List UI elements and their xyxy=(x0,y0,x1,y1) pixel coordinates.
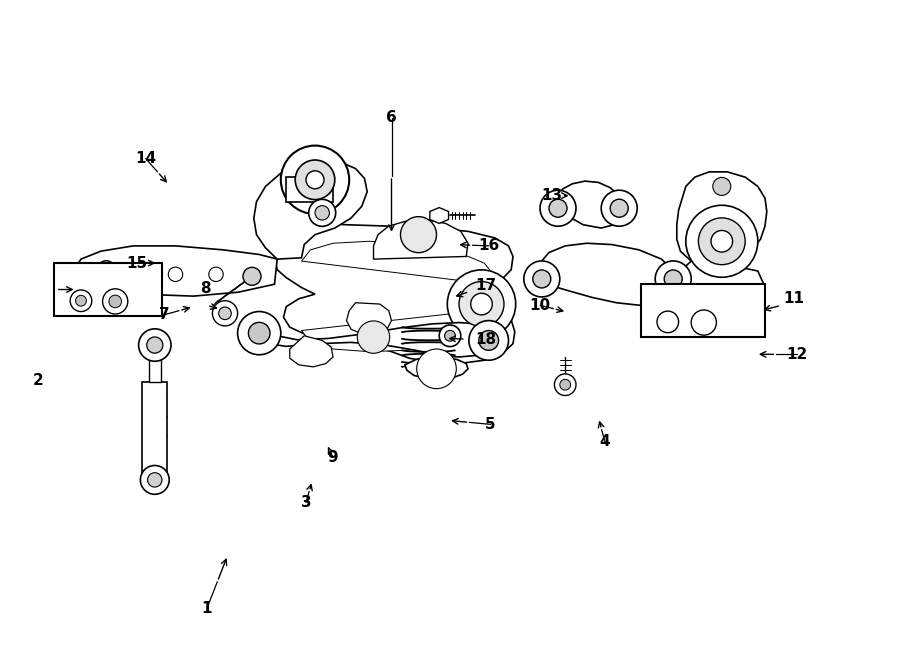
Circle shape xyxy=(306,171,324,189)
Bar xyxy=(148,349,161,382)
Circle shape xyxy=(713,177,731,196)
Circle shape xyxy=(70,290,92,311)
Circle shape xyxy=(664,270,682,288)
Circle shape xyxy=(560,379,571,390)
Text: 18: 18 xyxy=(475,332,497,347)
Circle shape xyxy=(400,217,436,253)
Circle shape xyxy=(445,330,455,341)
Circle shape xyxy=(148,473,162,487)
Polygon shape xyxy=(405,357,468,379)
Circle shape xyxy=(459,282,504,327)
Text: 5: 5 xyxy=(485,417,496,432)
Circle shape xyxy=(657,311,679,332)
Circle shape xyxy=(140,465,169,494)
Circle shape xyxy=(168,267,183,282)
Polygon shape xyxy=(274,223,515,364)
Bar xyxy=(641,284,765,337)
Circle shape xyxy=(243,267,261,286)
Circle shape xyxy=(601,190,637,226)
Polygon shape xyxy=(677,172,767,312)
Text: 8: 8 xyxy=(200,281,211,295)
Circle shape xyxy=(219,307,231,320)
Text: 15: 15 xyxy=(126,256,148,270)
Circle shape xyxy=(357,321,390,354)
Text: 17: 17 xyxy=(475,278,497,293)
Polygon shape xyxy=(254,323,493,357)
Circle shape xyxy=(76,295,86,306)
Bar xyxy=(142,382,167,480)
Circle shape xyxy=(698,218,745,264)
Circle shape xyxy=(238,311,281,355)
Polygon shape xyxy=(302,241,493,284)
Circle shape xyxy=(417,349,456,389)
Circle shape xyxy=(686,206,758,277)
Text: 10: 10 xyxy=(529,298,551,313)
Circle shape xyxy=(713,288,731,307)
Polygon shape xyxy=(74,246,277,296)
Circle shape xyxy=(103,289,128,314)
Circle shape xyxy=(248,323,270,344)
Polygon shape xyxy=(346,303,392,334)
Polygon shape xyxy=(290,336,333,367)
Polygon shape xyxy=(430,208,448,223)
Circle shape xyxy=(132,265,147,280)
Circle shape xyxy=(109,295,122,308)
Circle shape xyxy=(147,337,163,353)
Text: 11: 11 xyxy=(783,292,805,306)
Circle shape xyxy=(97,260,115,279)
Circle shape xyxy=(471,293,492,315)
Circle shape xyxy=(655,261,691,297)
Circle shape xyxy=(212,301,238,326)
Circle shape xyxy=(295,160,335,200)
Bar xyxy=(286,177,333,202)
Text: 3: 3 xyxy=(301,495,311,510)
Circle shape xyxy=(554,374,576,395)
Circle shape xyxy=(711,231,733,252)
Circle shape xyxy=(533,270,551,288)
Text: 14: 14 xyxy=(135,151,157,166)
Text: 2: 2 xyxy=(32,373,43,387)
Polygon shape xyxy=(374,219,468,259)
Circle shape xyxy=(479,330,499,350)
Polygon shape xyxy=(254,160,367,259)
Text: 9: 9 xyxy=(328,450,338,465)
Circle shape xyxy=(524,261,560,297)
Text: 16: 16 xyxy=(478,239,500,253)
Polygon shape xyxy=(302,309,493,352)
Circle shape xyxy=(139,329,171,362)
Text: 7: 7 xyxy=(159,307,170,322)
Circle shape xyxy=(281,145,349,214)
Circle shape xyxy=(540,190,576,226)
Polygon shape xyxy=(538,243,675,305)
Circle shape xyxy=(549,199,567,217)
Circle shape xyxy=(447,270,516,338)
Polygon shape xyxy=(556,181,623,228)
Circle shape xyxy=(439,325,461,346)
Text: 13: 13 xyxy=(541,188,562,203)
Text: 6: 6 xyxy=(386,110,397,125)
Circle shape xyxy=(309,200,336,226)
Circle shape xyxy=(610,199,628,217)
Text: 1: 1 xyxy=(202,601,212,615)
Bar xyxy=(54,263,162,316)
Circle shape xyxy=(315,206,329,220)
Circle shape xyxy=(691,310,716,335)
Text: 12: 12 xyxy=(786,347,807,362)
Text: 4: 4 xyxy=(599,434,610,449)
Circle shape xyxy=(209,267,223,282)
Circle shape xyxy=(469,321,508,360)
